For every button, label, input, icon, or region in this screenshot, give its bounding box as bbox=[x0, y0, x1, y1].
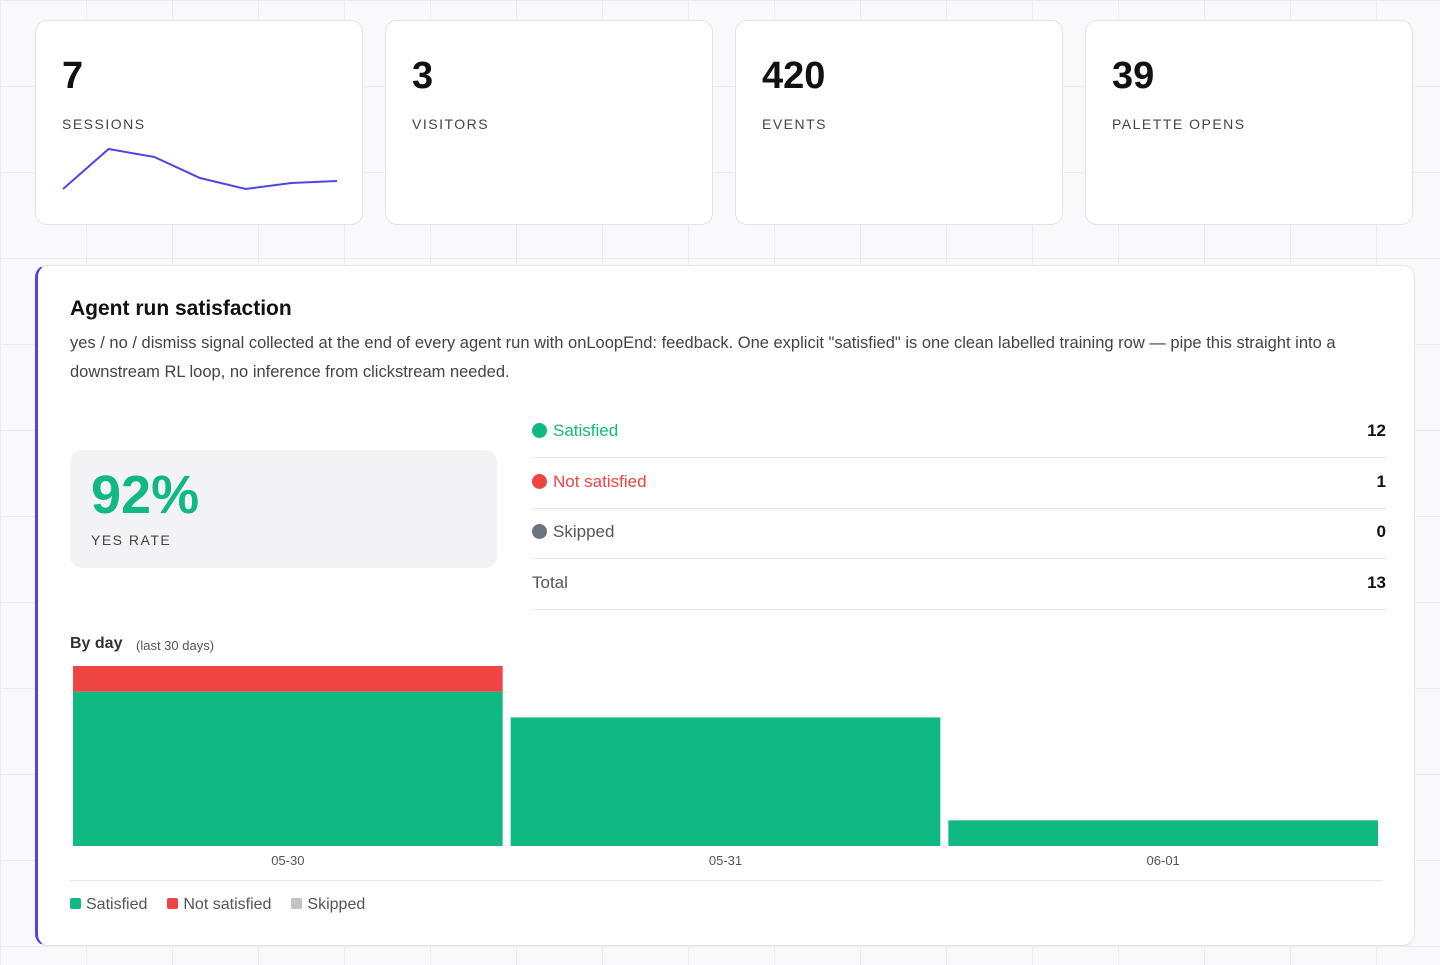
bar-segment bbox=[73, 691, 503, 846]
legend-item: Not satisfied bbox=[167, 896, 271, 913]
row-count: 13 bbox=[1367, 572, 1386, 592]
breakdown-row: Not satisfied 1 bbox=[532, 458, 1386, 509]
rate-value: 92% bbox=[91, 465, 200, 525]
panel-title: Agent run satisfaction bbox=[70, 297, 292, 320]
sparkline bbox=[62, 147, 338, 191]
row-name: Satisfied bbox=[532, 421, 618, 441]
chart-subtitle: (last 30 days) bbox=[136, 638, 215, 653]
chart-title: By day bbox=[70, 635, 123, 652]
row-count: 12 bbox=[1367, 421, 1386, 440]
panel-description: yes / no / dismiss signal collected at t… bbox=[70, 334, 1336, 381]
legend-swatch bbox=[167, 898, 179, 909]
bar-segment bbox=[510, 717, 941, 846]
x-tick-label: 05-30 bbox=[271, 853, 304, 868]
stat-label: EVENTS bbox=[762, 116, 828, 132]
breakdown-row: Total 13 bbox=[532, 559, 1386, 610]
row-name: Not satisfied bbox=[532, 472, 647, 492]
stat-label: PALETTE OPENS bbox=[1112, 116, 1246, 132]
x-tick-label: 05-31 bbox=[709, 853, 742, 868]
legend-label: Satisfied bbox=[86, 896, 148, 913]
rate-box: 92% YES RATE bbox=[70, 450, 497, 568]
stat-card: 420 EVENTS bbox=[735, 20, 1063, 225]
legend-label: Not satisfied bbox=[183, 896, 272, 913]
legend-item: Satisfied bbox=[70, 896, 147, 913]
row-label: Not satisfied bbox=[553, 471, 647, 491]
stat-card: 3 VISITORS bbox=[385, 20, 713, 225]
status-dot bbox=[532, 524, 547, 539]
breakdown-row: Skipped 0 bbox=[532, 508, 1386, 559]
bar-chart: 05-30 05-31 06-01 bbox=[73, 666, 1378, 868]
stat-value: 420 bbox=[762, 55, 826, 97]
row-name: Skipped bbox=[532, 522, 614, 542]
row-label: Total bbox=[532, 572, 568, 592]
legend-item: Skipped bbox=[291, 896, 365, 913]
row-count: 0 bbox=[1376, 522, 1386, 541]
stat-value: 7 bbox=[62, 55, 84, 97]
row-name: Total bbox=[532, 573, 568, 593]
stat-label: SESSIONS bbox=[62, 116, 146, 132]
status-dot bbox=[532, 423, 547, 438]
bar-segment bbox=[948, 820, 1378, 846]
row-label: Skipped bbox=[553, 522, 615, 541]
sparkline-line bbox=[62, 147, 338, 191]
x-tick-label: 06-01 bbox=[1147, 853, 1180, 868]
stat-value: 39 bbox=[1112, 55, 1155, 97]
rate-label: YES RATE bbox=[91, 532, 172, 548]
status-dot bbox=[532, 473, 547, 489]
breakdown-row: Satisfied 12 bbox=[532, 407, 1386, 458]
legend-label: Skipped bbox=[307, 896, 366, 913]
stat-label: VISITORS bbox=[412, 116, 490, 132]
stat-card: 7 SESSIONS bbox=[35, 20, 363, 225]
bar-segment bbox=[73, 666, 503, 692]
row-label: Satisfied bbox=[553, 421, 619, 440]
stat-card: 39 PALETTE OPENS bbox=[1085, 20, 1413, 225]
divider bbox=[70, 880, 1383, 881]
stat-value: 3 bbox=[412, 55, 434, 97]
legend-swatch bbox=[291, 898, 303, 909]
row-count: 1 bbox=[1376, 471, 1386, 491]
legend: Satisfied Not satisfied Skipped bbox=[70, 896, 385, 914]
legend-swatch bbox=[70, 898, 81, 909]
satisfaction-panel: Agent run satisfaction yes / no / dismis… bbox=[35, 265, 1415, 946]
